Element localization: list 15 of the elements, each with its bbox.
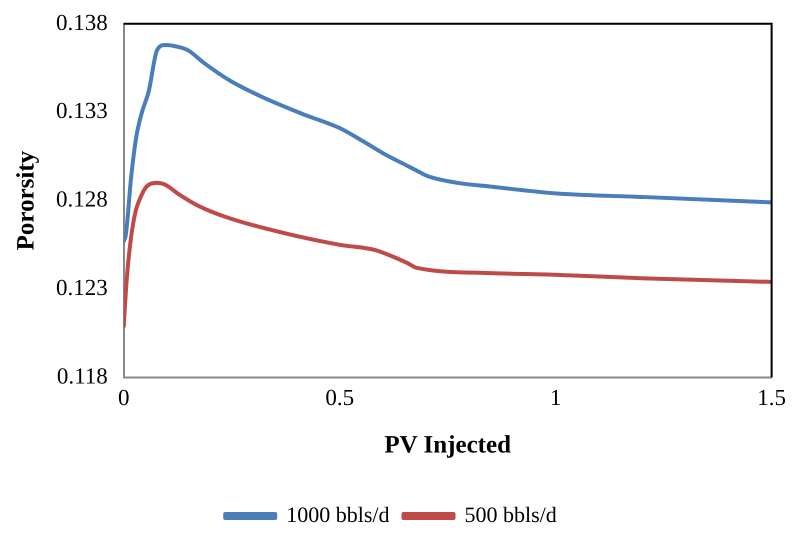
- x-axis-title: PV Injected: [384, 431, 512, 458]
- y-tick-label: 0.138: [56, 10, 108, 35]
- y-tick-label: 0.118: [56, 363, 108, 388]
- legend-label: 1000 bbls/d: [286, 502, 390, 527]
- x-tick-label: 1.5: [757, 385, 786, 410]
- legend-label: 500 bbls/d: [464, 502, 557, 527]
- x-tick-label: 0.5: [325, 385, 354, 410]
- y-tick-label: 0.123: [56, 275, 108, 300]
- y-tick-label: 0.133: [56, 98, 108, 124]
- line-series: [124, 180, 772, 328]
- line-series: [124, 43, 772, 244]
- y-tick-label: 0.128: [56, 186, 108, 212]
- x-tick-label: 1: [550, 385, 562, 410]
- x-tick-label: 0: [118, 385, 130, 410]
- y-axis-title: Pororsity: [12, 150, 40, 250]
